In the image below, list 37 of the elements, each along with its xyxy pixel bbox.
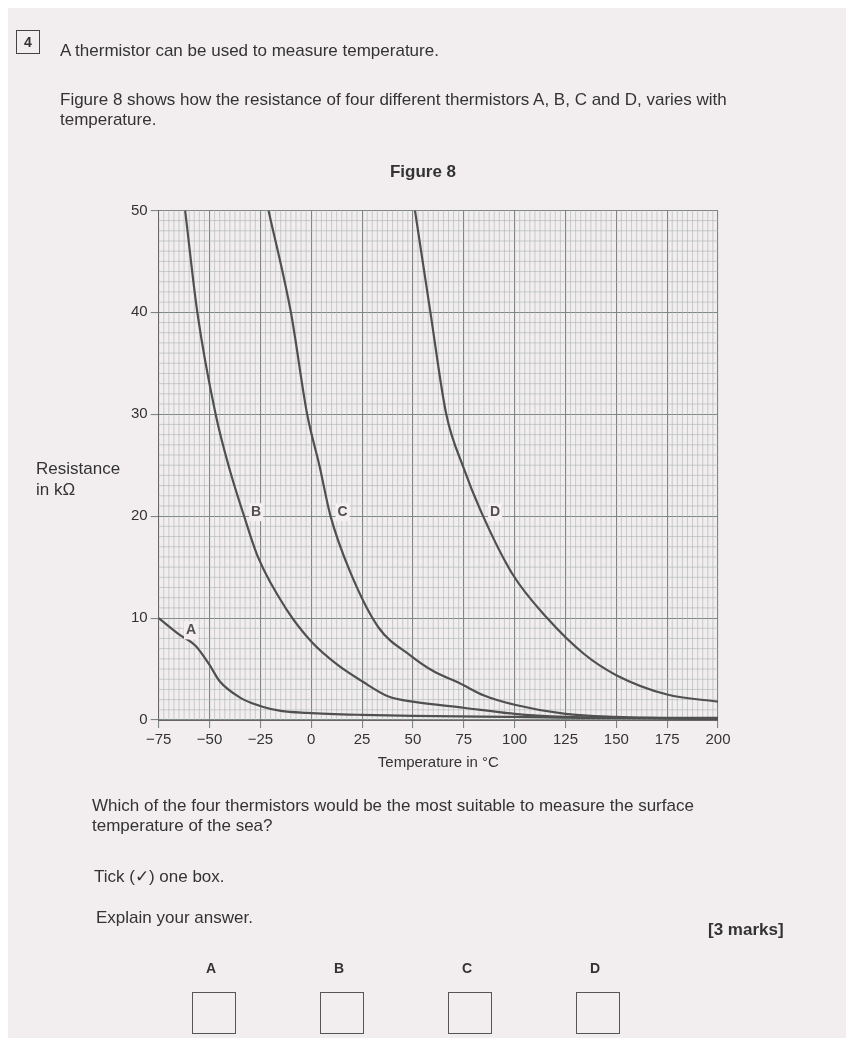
- x-axis-title: Temperature in °C: [377, 753, 500, 771]
- caption: Figure 8 shows how the resistance of four different thermistors A, B, C and D, varies with temperature.: [60, 90, 728, 130]
- series-label: B: [251, 503, 262, 520]
- x-tick-label: 200: [705, 730, 731, 748]
- text: 4: [16, 30, 40, 54]
- x-tick-label: 75: [455, 730, 473, 748]
- line-series: [413, 210, 718, 703]
- x-tick-label: −50: [196, 730, 223, 748]
- x-tick-label: 175: [654, 730, 680, 748]
- y-tick-label: 10: [131, 608, 148, 626]
- text: C: [462, 960, 473, 976]
- text: [3 marks]: [708, 920, 784, 940]
- x-tick-label: 50: [404, 730, 422, 748]
- y-tick-label: 50: [131, 200, 148, 218]
- chart-title: Figure 8: [389, 161, 457, 181]
- x-tick-label: 25: [353, 730, 371, 748]
- y-tick-label: 20: [131, 506, 148, 524]
- y-tick-label: 0: [139, 710, 148, 728]
- y-tick-label: 30: [131, 404, 148, 422]
- x-tick-label: 0: [307, 730, 316, 748]
- x-tick-label: 150: [603, 730, 629, 748]
- x-tick-label: 125: [552, 730, 578, 748]
- text: A: [206, 960, 217, 976]
- text: Which of the four thermistors would be the most suitable to measure the surface temperature of the sea?: [92, 796, 695, 836]
- x-tick-label: −75: [145, 730, 172, 748]
- x-tick-label: −25: [247, 730, 274, 748]
- text: Tick (✓) one box.: [94, 866, 225, 887]
- text: D: [590, 960, 601, 976]
- text: B: [334, 960, 345, 976]
- y-tick-label: 40: [131, 302, 148, 320]
- series-label: A: [186, 621, 197, 638]
- x-tick-label: 100: [502, 730, 528, 748]
- y-axis-title: Resistance in kΩ: [36, 458, 121, 500]
- series-label: C: [337, 503, 348, 520]
- series-label: D: [490, 503, 501, 520]
- text: A thermistor can be used to measure temperature.: [60, 41, 439, 61]
- text: Explain your answer.: [96, 908, 253, 928]
